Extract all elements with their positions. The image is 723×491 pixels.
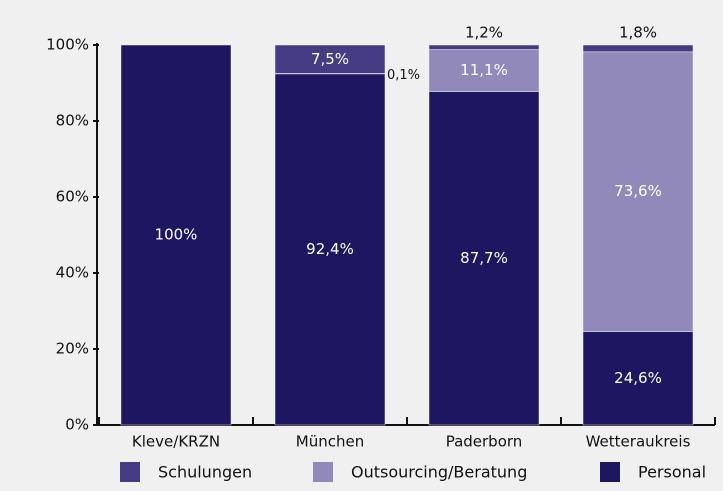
y-tick-label: 60% [56,188,89,206]
legend-swatch [600,462,620,482]
bar-segment [582,44,694,53]
legend-label: Schulungen [158,463,252,482]
value-label: 1,8% [619,24,657,42]
y-tick-label: 40% [56,264,89,282]
y-tick-label: 20% [56,340,89,358]
legend-swatch [120,462,140,482]
bar-segment [274,44,386,74]
x-tick-label: München [296,433,364,451]
y-tick-label: 80% [56,112,89,130]
value-label: 100% [155,226,198,244]
bar-segment [428,44,540,50]
y-tick-label: 0% [65,416,89,434]
value-label: 11,1% [460,61,508,79]
bar-segment [120,44,232,426]
x-tick-label: Kleve/KRZN [132,433,220,451]
bar-segment [428,91,540,426]
value-label: 73,6% [614,182,662,200]
bar-segment [582,51,694,332]
bar-segment [274,73,386,426]
value-label: 87,7% [460,249,508,267]
value-label: 0,1% [387,68,420,83]
value-label: 1,2% [465,24,503,42]
value-label: 7,5% [311,50,349,68]
legend-label: Personal [638,463,706,482]
y-tick-label: 100% [46,36,89,54]
value-label: 92,4% [306,240,354,258]
bar-segment [428,49,540,92]
value-label: 24,6% [614,369,662,387]
bar-segment [582,331,694,426]
x-tick-label: Wetteraukreis [586,433,691,451]
legend-swatch [313,462,333,482]
legend-label: Outsourcing/Beratung [351,463,527,482]
x-tick-label: Paderborn [446,433,523,451]
